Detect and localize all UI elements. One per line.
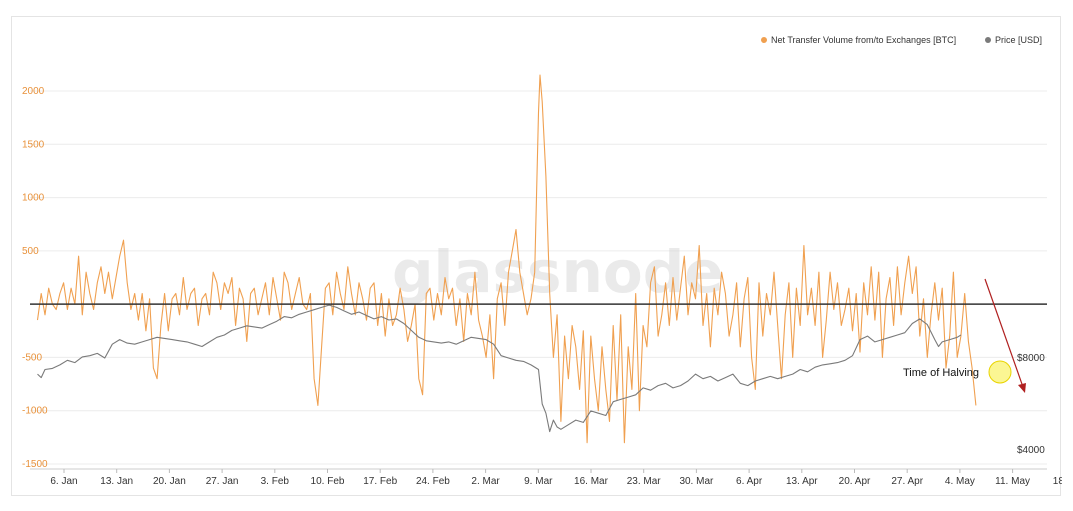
watermark-text: glassnode xyxy=(392,238,724,306)
x-tick-label: 16. Mar xyxy=(574,476,609,487)
x-tick-label: 23. Mar xyxy=(627,476,662,487)
y-right-tick-label: $8000 xyxy=(1017,353,1045,364)
legend-swatch-1 xyxy=(985,37,991,43)
x-tick-label: 6. Apr xyxy=(736,476,763,487)
net-transfer-volume-line xyxy=(36,74,977,444)
x-tick-label: 13. Apr xyxy=(786,476,818,487)
price-line xyxy=(37,304,962,433)
x-tick-label: 11. May xyxy=(995,476,1030,487)
x-tick-label: 6. Jan xyxy=(50,476,77,487)
x-tick-label: 10. Feb xyxy=(311,476,345,487)
annotation-label: Time of Halving xyxy=(903,367,979,379)
x-tick-label: 20. Jan xyxy=(153,476,186,487)
halving-marker-circle xyxy=(988,360,1012,384)
legend-item-label: Price [USD] xyxy=(995,35,1042,45)
x-tick-label: 30. Mar xyxy=(679,476,714,487)
trend-arrow-icon xyxy=(984,278,1024,388)
x-tick-label: 9. Mar xyxy=(524,476,553,487)
y-axis-right: $8000 $4000 xyxy=(1017,353,1045,456)
y-left-tick-label: 2000 xyxy=(22,86,45,97)
y-left-tick-label: -1000 xyxy=(22,406,48,417)
arrow-head-icon xyxy=(1018,383,1026,393)
y-right-tick-label: $4000 xyxy=(1017,445,1045,456)
x-tick-label: 2. Mar xyxy=(471,476,500,487)
chart-svg: glassnode 200015001000500-500-1000-1500 … xyxy=(22,35,1062,487)
y-left-tick-label: 1500 xyxy=(22,139,45,150)
y-left-tick-label: -1500 xyxy=(22,459,48,470)
x-tick-label: 27. Apr xyxy=(891,476,923,487)
legend-item-label: Net Transfer Volume from/to Exchanges [B… xyxy=(771,35,956,45)
y-left-tick-label: 1000 xyxy=(22,193,45,204)
legend-swatch-0 xyxy=(761,37,767,43)
x-tick-label: 24. Feb xyxy=(416,476,450,487)
series-layer xyxy=(36,74,977,444)
x-tick-label: 3. Feb xyxy=(261,476,290,487)
x-tick-label: 13. Jan xyxy=(100,476,133,487)
legend[interactable]: Net Transfer Volume from/to Exchanges [B… xyxy=(761,35,1042,45)
x-tick-label: 20. Apr xyxy=(839,476,871,487)
x-tick-label: 4. May xyxy=(945,476,975,487)
x-tick-label: 17. Feb xyxy=(363,476,397,487)
y-axis-left: 2000 1500 1000 500 -500 -1000 -1500 xyxy=(22,86,48,470)
y-left-tick-label: -500 xyxy=(22,352,42,363)
x-tick-label: 27. Jan xyxy=(206,476,239,487)
x-axis: 6. Jan 13. Jan 20. Jan 27. Jan 3. Feb 10. Feb… xyxy=(30,468,1062,487)
y-left-tick-label: 500 xyxy=(22,246,39,257)
x-tick-label: 18. ... xyxy=(1053,476,1062,487)
annotation-halving: Time of Halving xyxy=(903,278,1026,393)
chart-frame: glassnode 2000 1500 1000 500 -500 -1000 -1500 … xyxy=(11,16,1062,496)
